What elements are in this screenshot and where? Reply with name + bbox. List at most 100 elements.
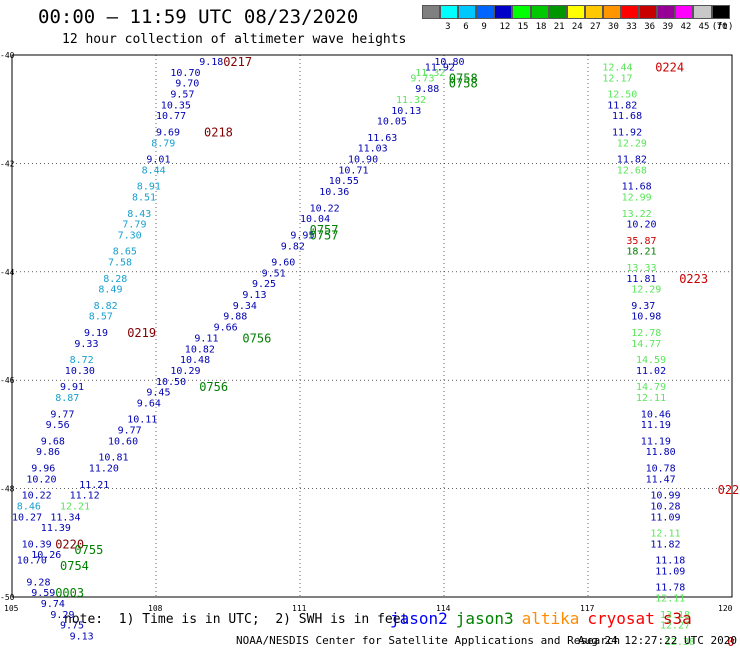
swh-value: 10.60 [108,436,138,447]
legend-label: 33 [626,22,637,32]
swh-value: 9.60 [271,258,295,269]
swh-value: 10.90 [348,155,378,166]
swh-value: 9.69 [156,127,180,138]
swh-value: 10.26 [31,550,61,561]
time-label: 0755 [74,543,103,557]
time-label: 0218 [204,125,233,139]
satellite-legend: jason2 jason3 altika cryosat s3a [390,609,700,628]
legend-label: 45 [698,22,710,32]
swh-value: 10.30 [65,366,95,377]
swh-value: 12.11 [650,529,680,540]
swh-value: 8.43 [127,209,151,220]
legend-label: 18 [535,22,547,32]
swh-value: 10.70 [17,556,47,567]
swh-value: 9.74 [41,599,65,610]
swh-value: 8.57 [89,312,113,323]
swh-value: 12.27 [660,621,690,632]
legend-swatch [530,5,549,19]
swh-value: 9.91 [60,382,84,393]
swh-value: 11.03 [358,144,388,155]
swh-value: 10.39 [22,539,52,550]
lat-tick-label: -50 [0,593,15,602]
swh-value: 11.34 [50,512,80,523]
swh-value: 11.68 [612,111,642,122]
swh-value: 18.21 [626,247,656,258]
swh-value: 12.29 [631,285,661,296]
swh-value: 10.22 [310,203,340,214]
swh-value: 10.50 [156,377,186,388]
swh-value: 11.19 [641,436,671,447]
legend-label: 3 [445,22,451,32]
swh-value: 9.28 [26,577,50,588]
swh-value: 12.99 [622,193,652,204]
time-label: 0757 [310,228,339,242]
swh-value: 10.77 [156,111,186,122]
swh-value: 11.19 [641,420,671,431]
swh-value: 10.04 [300,214,330,225]
credit-line: NOAA/NESDIS Center for Satellite Applica… [236,634,621,647]
swh-value: 10.35 [161,100,191,111]
swh-value: 9.86 [36,447,60,458]
time-label: 0003 [55,586,84,600]
swh-value: 9.51 [262,268,286,279]
swh-value: 7.79 [122,220,146,231]
swh-value: 8.79 [151,138,175,149]
swh-value: 8.44 [142,165,166,176]
swh-value: 10.05 [377,117,407,128]
legend-swatch [476,5,495,19]
legend-swatch [566,5,585,19]
swh-value: 9.75 [60,621,84,632]
legend-label: 30 [608,22,619,32]
swh-value: 11.82 [650,539,680,550]
satellite-jason3: jason3 [455,609,514,628]
lon-tick-label: 114 [436,604,451,613]
swh-value: 10.46 [641,409,671,420]
swh-value: 11.18 [655,556,685,567]
swh-value: 9.18 [199,57,223,68]
swh-value: 12.11 [636,393,666,404]
swh-value: 10.36 [319,187,349,198]
legend-swatch [422,5,441,19]
legend-swatch [639,5,658,19]
time-label: 0219 [127,326,156,340]
lat-tick-label: -44 [0,268,15,277]
swh-value: 12.50 [607,90,637,101]
legend-unit-label: (ft) [711,22,734,32]
swh-value: 9.45 [146,388,170,399]
color-legend: 3 6 9 12 15 18 21 24 27 30 33 36 39 42 45 70 (ft) [422,5,733,32]
swh-value: 12.78 [631,328,661,339]
page-subtitle: 12 hour collection of altimeter wave hei… [62,32,407,47]
swh-value: 12.17 [602,73,632,84]
swh-value: 8.28 [103,274,127,285]
swh-value: 9.73 [410,73,434,84]
legend-label: 39 [662,22,674,32]
swh-value: 12.44 [602,62,632,73]
swh-value: 35.87 [626,236,656,247]
time-label: 0758 [449,71,478,85]
swh-value: 9.64 [137,398,161,409]
swh-value: 14.79 [636,382,666,393]
swh-value: 11.32 [396,95,426,106]
swh-value: 13.33 [626,263,656,274]
swh-value: 11.63 [367,133,397,144]
legend-label: 9 [481,22,487,32]
swh-value: 10.82 [185,344,215,355]
swh-value: 9.88 [415,84,439,95]
swh-value: 8.65 [113,247,137,258]
swh-value: 11.02 [636,366,666,377]
swh-value: 9.77 [118,426,142,437]
lon-tick-label: 117 [580,604,595,613]
swh-value: 9.13 [70,632,94,643]
swh-value: 10.80 [434,57,464,68]
lat-tick-label: -46 [0,376,15,385]
lat-tick-label: -42 [0,159,15,168]
legend-labels: 3 6 9 12 15 18 21 24 27 30 33 36 39 42 45 70 (ft) [422,22,740,36]
swh-value: 9.57 [170,90,194,101]
legend-label: 15 [517,22,529,32]
legend-label: 36 [644,22,656,32]
swh-value: 8.91 [137,182,161,193]
legend-label: 12 [499,22,511,32]
time-label: 0217 [223,55,252,69]
swh-value: 9.96 [31,464,55,475]
swh-value: 10.27 [12,512,42,523]
